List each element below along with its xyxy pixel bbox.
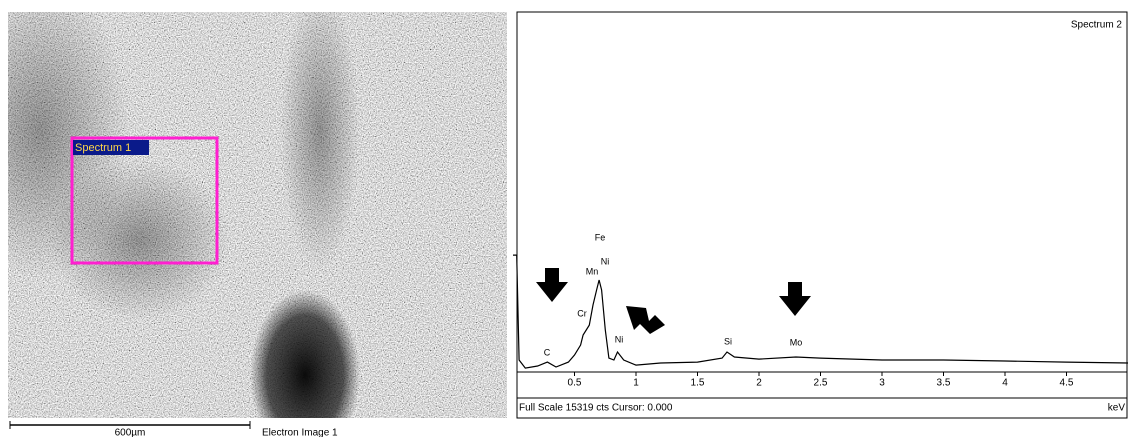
- region-label-bg: [73, 140, 149, 155]
- scale-bar-label: 600µm: [115, 428, 146, 437]
- spectrum-line: [513, 254, 1129, 369]
- x-tick-label: 0.5: [568, 378, 582, 389]
- electron-image: [8, 12, 507, 418]
- chart-title: Spectrum 2: [1071, 20, 1123, 31]
- peak-label: Cr: [577, 308, 587, 318]
- peak-label: Mn: [586, 266, 599, 276]
- peak-label: Fe: [595, 232, 606, 242]
- x-tick-label: 1: [633, 378, 639, 389]
- x-tick-label: 3: [879, 378, 885, 389]
- x-axis-label: keV: [1108, 403, 1126, 414]
- peak-label: Mo: [790, 337, 803, 347]
- arrows: [536, 268, 811, 334]
- region-box: [70, 136, 219, 265]
- peak-label: Si: [724, 336, 732, 346]
- x-tick-label: 2.5: [814, 378, 828, 389]
- status-text: Full Scale 15319 cts Cursor: 0.000: [519, 403, 673, 414]
- x-tick-label: 4: [1002, 378, 1008, 389]
- spectrum-frame: [516, 11, 1128, 419]
- peak-label: Ni: [615, 334, 624, 344]
- x-tick-label: 4.5: [1060, 378, 1074, 389]
- region-label: Spectrum 1: [75, 142, 131, 154]
- x-tick-label: 3.5: [937, 378, 951, 389]
- peak-label: C: [544, 347, 551, 357]
- x-tick-label: 2: [756, 378, 762, 389]
- x-tick-label: 1.5: [691, 378, 705, 389]
- peak-label: Ni: [601, 256, 610, 266]
- image-caption: Electron Image 1: [262, 428, 338, 437]
